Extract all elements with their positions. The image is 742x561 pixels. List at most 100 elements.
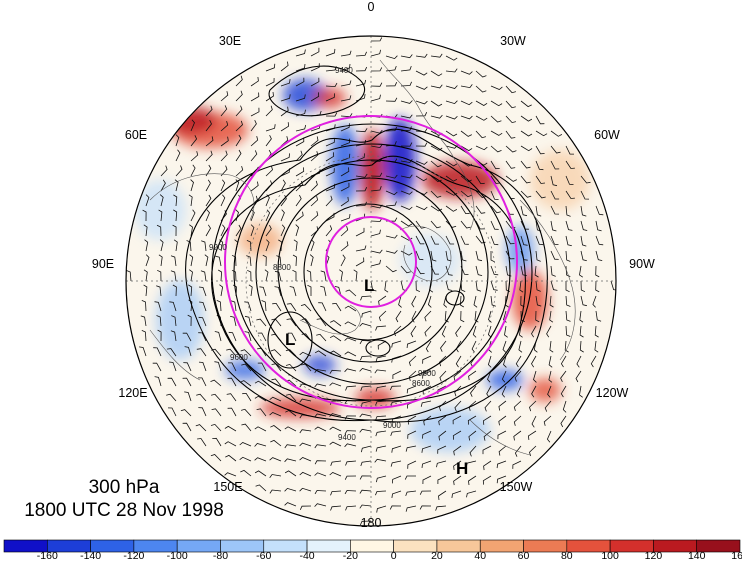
valid-time-caption: 1800 UTC 28 Nov 1998 xyxy=(24,500,224,521)
wind-barb xyxy=(170,330,177,342)
wind-barb xyxy=(299,505,312,510)
colorbar-tick-label: -80 xyxy=(213,550,228,561)
wind-barb xyxy=(340,213,351,222)
wind-barb xyxy=(580,175,591,184)
wind-barb xyxy=(284,426,297,432)
wind-barb xyxy=(299,442,312,447)
lon-label-30e: 30E xyxy=(219,34,241,48)
wind-barb xyxy=(565,310,571,322)
wind-barb xyxy=(220,179,226,192)
wind-barb xyxy=(160,165,168,177)
wind-barb xyxy=(445,265,453,276)
wind-barb xyxy=(430,205,443,212)
lon-label-30w: 30W xyxy=(500,34,526,48)
wind-barb xyxy=(235,120,243,132)
wind-barb xyxy=(424,325,432,337)
wind-barb xyxy=(562,400,567,413)
wind-barb xyxy=(235,224,242,237)
wind-barb xyxy=(220,120,229,132)
contour-label: 9400 xyxy=(338,433,356,442)
wind-barb xyxy=(189,269,193,282)
wind-barb xyxy=(325,225,333,237)
wind-barb xyxy=(295,194,302,207)
colorbar-tick-label: -20 xyxy=(343,550,358,561)
wind-barb xyxy=(441,325,447,338)
wind-barb xyxy=(299,457,312,462)
wind-barb xyxy=(579,325,584,338)
wind-barb xyxy=(228,331,237,342)
wind-barb xyxy=(231,254,237,267)
wind-barb xyxy=(400,100,413,104)
wind-barb xyxy=(182,377,192,387)
wind-barb xyxy=(340,80,352,87)
wind-barb xyxy=(595,220,602,232)
wind-barb xyxy=(534,265,539,278)
wind-barb xyxy=(610,280,616,291)
wind-barb xyxy=(435,505,447,511)
wind-barb xyxy=(272,302,282,312)
wind-barb xyxy=(410,325,417,338)
wind-barb xyxy=(437,475,447,484)
wind-barb xyxy=(580,190,590,200)
wind-barb xyxy=(329,400,342,405)
wind-barb xyxy=(513,430,522,441)
wind-barb xyxy=(579,385,583,398)
wind-barb xyxy=(445,250,452,262)
wind-barb xyxy=(576,355,582,368)
wind-barb xyxy=(482,445,492,455)
wind-barb xyxy=(505,235,515,245)
colorbar-tick-label: 60 xyxy=(518,550,530,561)
wind-barb xyxy=(205,224,211,237)
wind-barb xyxy=(430,175,442,183)
wind-barb xyxy=(546,430,552,443)
wind-barb xyxy=(370,186,382,192)
wind-barb xyxy=(250,181,259,192)
wind-barb xyxy=(199,301,207,312)
wind-barb xyxy=(595,310,602,322)
wind-barb xyxy=(415,265,425,275)
colorbar-tick-label: -160 xyxy=(37,550,58,561)
wind-barb xyxy=(385,201,397,207)
wind-barb xyxy=(254,443,267,447)
wind-barb xyxy=(254,470,267,477)
colorbar-tick-label: 20 xyxy=(431,550,443,561)
wind-barb xyxy=(452,415,462,425)
wind-barb xyxy=(340,95,352,102)
wind-barb xyxy=(406,340,417,349)
wind-barb xyxy=(376,505,387,513)
wind-barb xyxy=(400,174,413,179)
wind-barb xyxy=(265,165,273,177)
wind-barb xyxy=(316,318,327,327)
wind-barb xyxy=(460,220,471,229)
wind-barb xyxy=(565,295,571,307)
wind-barb xyxy=(389,505,402,510)
wind-barb xyxy=(197,438,207,447)
wind-barb xyxy=(419,505,432,510)
wind-barb xyxy=(549,340,554,353)
wind-barb xyxy=(422,475,432,485)
colorbar-tick-label: 80 xyxy=(561,550,573,561)
wind-barb xyxy=(265,91,274,102)
wind-barb xyxy=(359,340,372,345)
wind-barb xyxy=(385,141,397,147)
wind-barb xyxy=(444,310,449,323)
wind-barb xyxy=(340,153,351,162)
wind-barb xyxy=(143,284,148,297)
wind-barb xyxy=(430,160,442,168)
wind-barb xyxy=(360,295,372,301)
wind-barb xyxy=(437,445,447,454)
contour-label: 8800 xyxy=(273,263,291,272)
wind-barb xyxy=(195,424,207,432)
wind-barb xyxy=(393,325,402,337)
wind-barb xyxy=(329,426,342,432)
wind-barb xyxy=(475,130,487,139)
wind-barb xyxy=(430,84,443,89)
wind-barb xyxy=(490,280,498,291)
wind-barb xyxy=(475,70,487,78)
wind-barb xyxy=(265,239,270,252)
wind-barb xyxy=(226,393,237,402)
wind-barb xyxy=(514,370,522,382)
wind-barb xyxy=(430,100,443,107)
wind-barb xyxy=(180,409,192,417)
wind-barb xyxy=(240,408,252,417)
